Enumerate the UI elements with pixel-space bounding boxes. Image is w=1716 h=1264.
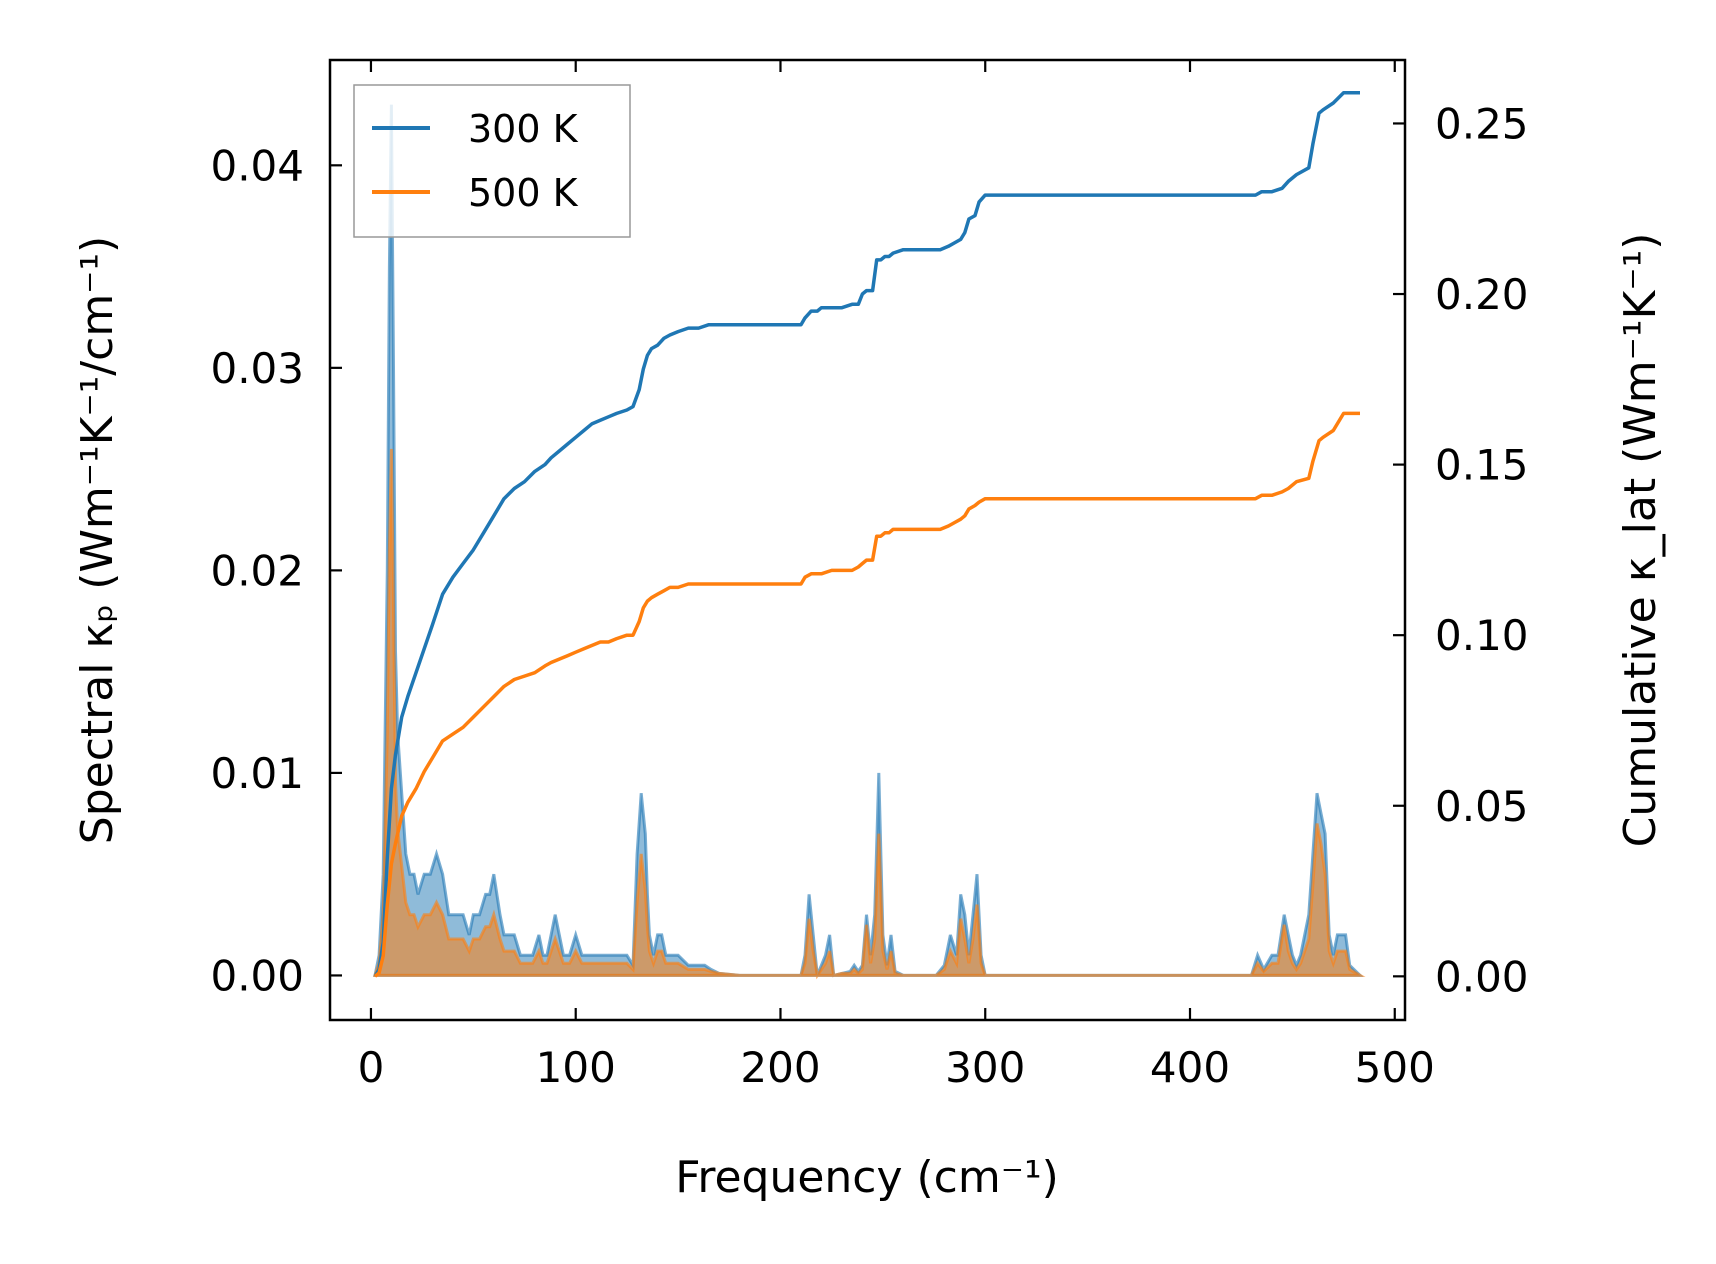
legend-label-300k: 300 K xyxy=(468,107,579,151)
y-left-tick-label: 0.03 xyxy=(210,344,304,393)
y-right-tick-label: 0.20 xyxy=(1435,270,1529,319)
legend: 300 K 500 K xyxy=(353,84,631,238)
x-tick-label: 400 xyxy=(1150,1043,1230,1092)
y-right-tick-label: 0.00 xyxy=(1435,952,1529,1001)
y-left-tick-label: 0.01 xyxy=(210,749,304,798)
spectral-layer xyxy=(372,104,1366,980)
y-left-tick-label: 0.00 xyxy=(210,951,304,1000)
cumulative-line-300k xyxy=(373,91,1360,978)
cumulative-layer xyxy=(373,91,1360,978)
x-tick-label: 100 xyxy=(536,1043,616,1092)
x-tick-label: 200 xyxy=(740,1043,820,1092)
y-right-axis-ticks: 0.00 0.05 0.10 0.15 0.20 0.25 xyxy=(1393,99,1529,1001)
x-axis-label: Frequency (cm⁻¹) xyxy=(675,1152,1059,1203)
x-tick-label: 500 xyxy=(1355,1043,1435,1092)
y-left-tick-label: 0.04 xyxy=(210,141,304,190)
y-right-tick-label: 0.10 xyxy=(1435,611,1529,660)
y-right-tick-label: 0.25 xyxy=(1435,99,1529,148)
spectral-area-500k xyxy=(372,448,1366,980)
plot-frame xyxy=(328,58,1407,1022)
x-tick-label: 0 xyxy=(358,1043,385,1092)
y-right-tick-label: 0.05 xyxy=(1435,782,1529,831)
x-tick-label: 300 xyxy=(945,1043,1025,1092)
y-left-tick-label: 0.02 xyxy=(210,546,304,595)
y-left-axis-ticks: 0.00 0.01 0.02 0.03 0.04 xyxy=(210,141,342,1000)
y-right-tick-label: 0.15 xyxy=(1435,441,1529,490)
x-axis-ticks: 0 100 200 300 400 500 xyxy=(358,60,1435,1092)
legend-box xyxy=(353,84,631,238)
legend-label-500k: 500 K xyxy=(468,171,579,215)
cumulative-line-500k xyxy=(373,411,1360,978)
y-left-axis-label: Spectral κₚ (Wm⁻¹K⁻¹/cm⁻¹) xyxy=(72,236,123,844)
y-right-axis-label: Cumulative κ_lat (Wm⁻¹K⁻¹) xyxy=(1615,233,1666,848)
